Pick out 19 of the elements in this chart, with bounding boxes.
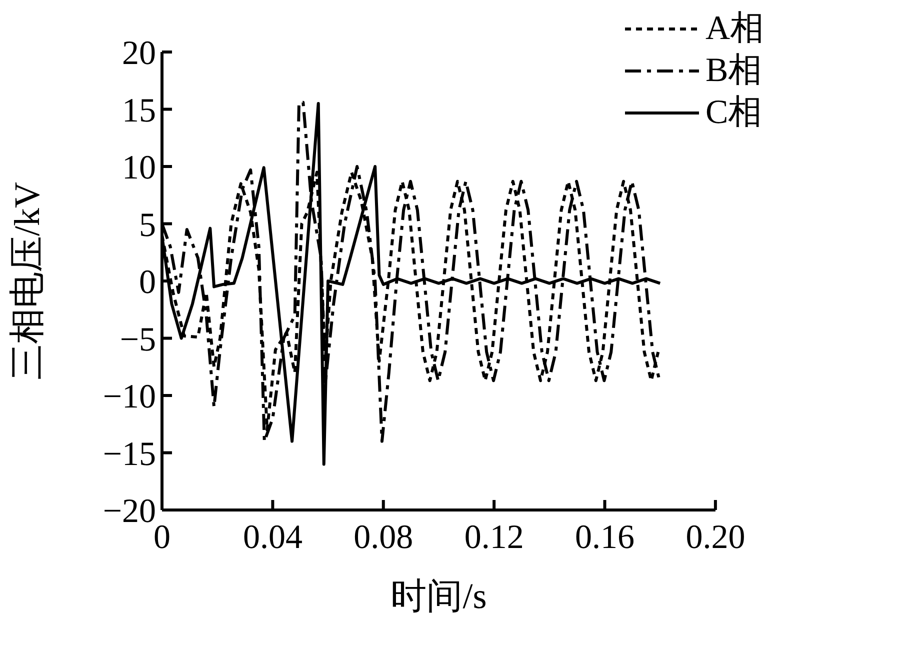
x-axis-title: 时间/s [390, 576, 487, 616]
y-axis-title: 三相电压/kV [6, 182, 47, 380]
legend-label: A相 [705, 9, 764, 49]
x-tick-label: 0.16 [575, 519, 634, 556]
x-tick-label: 0.12 [464, 519, 524, 556]
legend-label: B相 [705, 51, 762, 91]
y-tick-label: 10 [122, 150, 156, 187]
y-tick-label: −10 [102, 378, 156, 416]
y-tick-label: −15 [102, 436, 156, 473]
y-tick-label: 15 [122, 92, 156, 130]
y-tick-label: 0 [139, 264, 156, 302]
legend-label: C相 [705, 93, 762, 133]
x-tick-label: 0.04 [242, 519, 302, 556]
x-tick-label: 0.08 [354, 519, 414, 556]
y-tick-label: 20 [122, 35, 156, 72]
y-tick-label: −20 [102, 493, 156, 530]
x-tick-label: 0.20 [686, 519, 746, 556]
y-tick-label: 5 [139, 206, 156, 244]
y-tick-label: −5 [120, 321, 156, 358]
